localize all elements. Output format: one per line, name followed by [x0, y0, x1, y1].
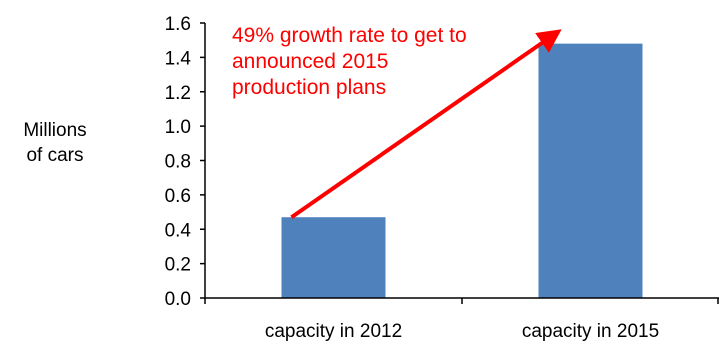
y-tick-label: 0.4	[165, 220, 192, 241]
y-tick-label: 1.2	[165, 83, 191, 104]
x-ticks-group	[204, 298, 719, 304]
bar-2	[538, 43, 643, 298]
y-tick-label: 0.2	[165, 255, 191, 276]
bar-1	[281, 217, 386, 298]
y-tick-label: 0.6	[165, 186, 191, 207]
annotation-line-3: production plans	[232, 76, 386, 99]
x-category-label: capacity in 2015	[522, 321, 659, 342]
y-axis-label-line-1: Millions	[23, 120, 87, 141]
y-tick-label: 1.4	[165, 48, 192, 69]
bars-group	[281, 43, 643, 298]
y-ticks-group: 0.0 0.2 0.4 0.6 0.8 1.0 1.2 1.4 1.6	[165, 14, 205, 310]
category-labels-group: capacity in 2012 capacity in 2015	[265, 321, 659, 342]
annotation-text: 49% growth rate to get to announced 2015…	[232, 24, 472, 99]
y-tick-label: 0.0	[165, 289, 191, 310]
y-tick-label: 1.0	[165, 117, 191, 138]
growth-arrow	[290, 29, 562, 219]
y-axis-label: Millions of cars	[0, 118, 110, 168]
annotation-line-2: announced 2015	[232, 50, 389, 73]
y-axis-label-line-2: of cars	[26, 145, 84, 166]
y-tick-label: 0.8	[165, 152, 191, 173]
annotation-line-1: 49% growth rate to get to	[232, 24, 467, 47]
y-tick-label: 1.6	[165, 14, 191, 35]
x-category-label: capacity in 2012	[265, 321, 402, 342]
